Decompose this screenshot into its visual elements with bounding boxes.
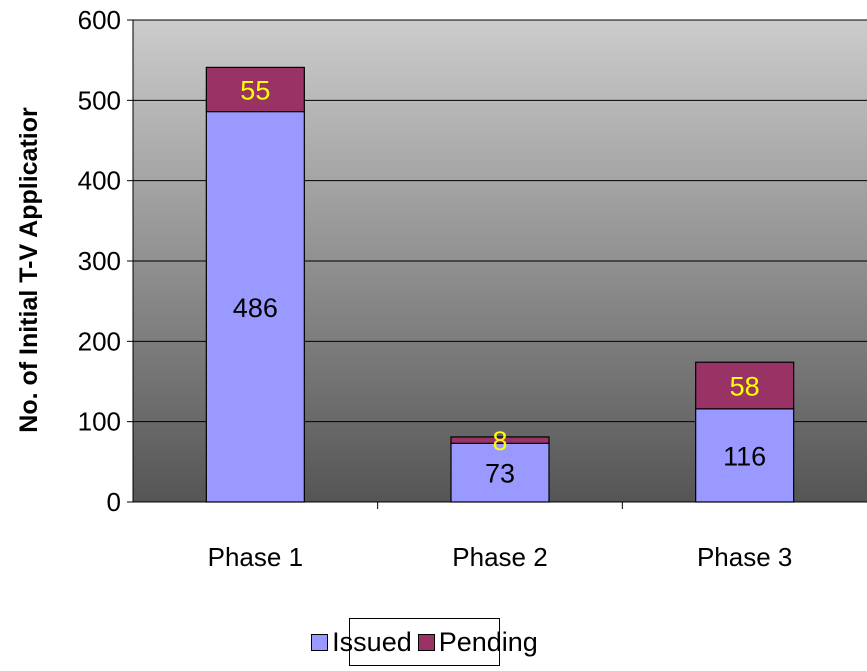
y-tick-label: 300 — [78, 246, 121, 276]
y-tick-label: 400 — [78, 166, 121, 196]
bar-pending-phase-3 — [695, 361, 795, 410]
data-label-issued: 73 — [485, 459, 515, 489]
axes — [127, 19, 867, 509]
legend-item-issued: Issued — [311, 627, 412, 658]
x-category-labels: Phase 1 Phase 2 Phase 3 — [208, 542, 793, 572]
bar-issued-phase-3 — [695, 408, 795, 503]
y-tick-label: 0 — [107, 487, 121, 517]
bar-issued-phase-1 — [205, 110, 305, 503]
data-label-pending: 58 — [730, 372, 760, 402]
legend-label-issued: Issued — [332, 626, 412, 657]
legend-swatch-issued — [311, 633, 329, 651]
y-tick-label: 600 — [78, 5, 121, 35]
x-category-label: Phase 1 — [208, 542, 303, 572]
data-label-pending: 55 — [240, 75, 270, 105]
y-axis-label: No. of Initial T-V Applicatior — [15, 107, 43, 433]
data-label-issued: 486 — [233, 293, 278, 323]
data-labels: 486 55 738 116 58 — [233, 75, 766, 488]
legend: Issued Pending — [311, 618, 538, 666]
legend-label-pending: Pending — [438, 626, 538, 657]
x-category-label: Phase 2 — [452, 542, 547, 572]
bars — [205, 66, 795, 503]
legend-item-pending: Pending — [417, 626, 538, 658]
data-label-pending: 8 — [492, 426, 507, 456]
data-label-issued: 116 — [723, 441, 766, 471]
bar-pending-phase-1 — [205, 66, 305, 113]
x-category-label: Phase 3 — [697, 542, 792, 572]
bar-pending-phase-2 — [450, 436, 550, 444]
y-tick-labels: 0 100 200 300 400 500 600 — [78, 5, 121, 517]
y-tick-label: 200 — [78, 326, 121, 356]
y-tick-label: 500 — [78, 85, 121, 115]
legend-swatch-pending — [417, 633, 435, 651]
y-tick-label: 100 — [78, 407, 121, 437]
